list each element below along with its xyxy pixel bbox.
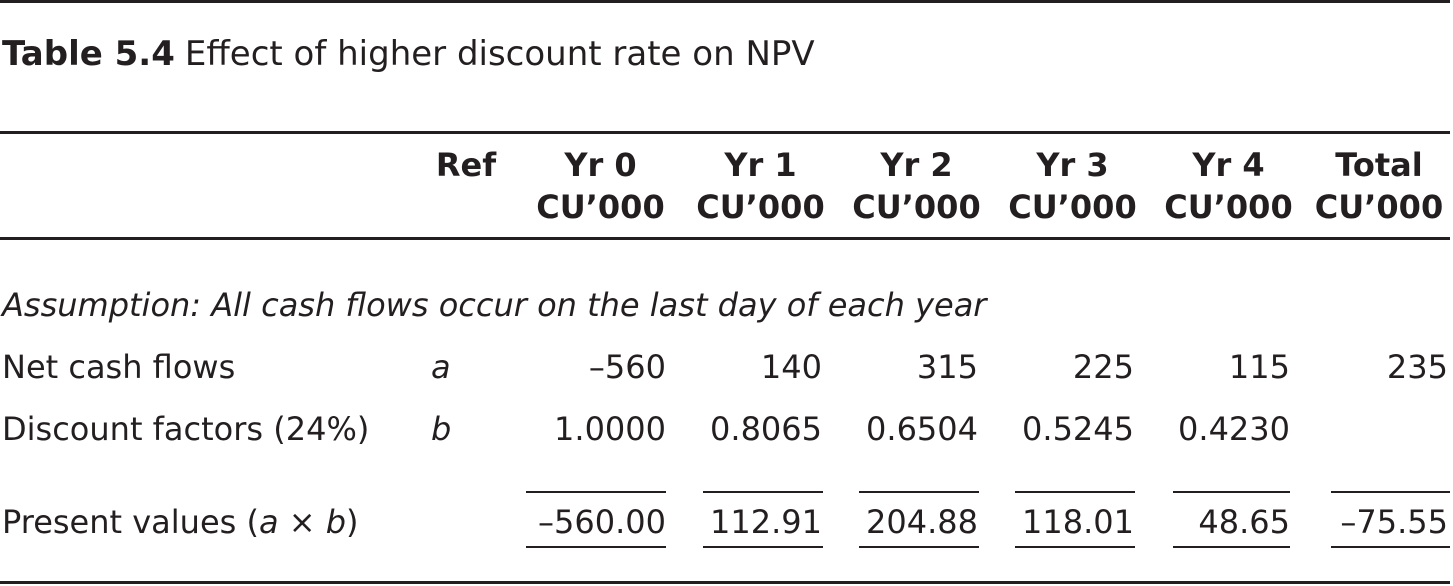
header-top-rule	[0, 131, 1450, 134]
header-yr4-label: Yr 4	[1192, 146, 1265, 184]
row-label-close: )	[346, 503, 359, 541]
table-title: Effect of higher discount rate on NPV	[184, 34, 815, 74]
pv-rule-top	[703, 491, 823, 493]
header-yr4: Yr 4 CU’000	[1151, 144, 1306, 228]
cell-total: –75.55	[1340, 503, 1448, 541]
header-ref-label: Ref	[435, 146, 497, 184]
header-yr0: Yr 0 CU’000	[523, 144, 678, 228]
cell-yr3: 118.01	[1022, 503, 1134, 541]
cell-yr0: 1.0000	[554, 410, 666, 448]
cell-yr4: 0.4230	[1178, 410, 1290, 448]
cell-yr2: 0.6504	[866, 410, 978, 448]
table-caption: Table 5.4 Effect of higher discount rate …	[2, 34, 815, 74]
header-yr3: Yr 3 CU’000	[995, 144, 1150, 228]
cell-yr4: 48.65	[1198, 503, 1290, 541]
table-top-rule	[0, 0, 1450, 3]
pv-rule-top	[1331, 491, 1450, 493]
header-yr3-unit: CU’000	[1008, 188, 1137, 226]
header-total-unit: CU’000	[1314, 188, 1444, 226]
pv-rule-bottom	[703, 546, 823, 548]
header-bottom-rule	[0, 237, 1450, 240]
cell-yr1: 0.8065	[710, 410, 822, 448]
header-total-label: Total	[1335, 146, 1423, 184]
header-yr2-unit: CU’000	[852, 188, 981, 226]
cell-yr0: –560.00	[538, 503, 666, 541]
cell-yr3: 0.5245	[1022, 410, 1134, 448]
header-yr4-unit: CU’000	[1164, 188, 1293, 226]
cell-yr2: 204.88	[866, 503, 978, 541]
header-total: Total CU’000	[1305, 144, 1453, 228]
header-yr1-label: Yr 1	[724, 146, 797, 184]
row-ref: a	[431, 348, 451, 386]
pv-rule-bottom	[1173, 546, 1290, 548]
header-yr3-label: Yr 3	[1036, 146, 1109, 184]
header-yr1: Yr 1 CU’000	[683, 144, 838, 228]
table-number: Table 5.4	[2, 34, 175, 74]
header-yr2-label: Yr 2	[880, 146, 953, 184]
pv-rule-bottom	[859, 546, 979, 548]
cell-yr1: 112.91	[710, 503, 822, 541]
pv-rule-top	[1015, 491, 1135, 493]
header-yr2: Yr 2 CU’000	[839, 144, 994, 228]
header-yr1-unit: CU’000	[696, 188, 825, 226]
pv-rule-bottom	[526, 546, 666, 548]
row-label-times: ×	[278, 503, 326, 541]
header-yr0-unit: CU’000	[536, 188, 665, 226]
header-ref: Ref	[425, 144, 507, 186]
pv-rule-top	[859, 491, 979, 493]
row-label-ref-b: b	[325, 503, 347, 541]
row-label-ref-a: a	[258, 503, 279, 541]
assumption-note: Assumption: All cash flows occur on the …	[2, 286, 987, 324]
cell-yr3: 225	[1072, 348, 1134, 386]
pv-rule-bottom	[1331, 546, 1450, 548]
cell-yr1: 140	[760, 348, 822, 386]
row-ref: b	[431, 410, 452, 448]
row-label: Net cash flows	[2, 348, 236, 386]
row-label: Discount factors (24%)	[2, 410, 370, 448]
pv-rule-top	[1173, 491, 1290, 493]
pv-rule-top	[526, 491, 666, 493]
pv-rule-bottom	[1015, 546, 1135, 548]
row-label-text: Present values (	[2, 503, 259, 541]
table-bottom-rule	[0, 581, 1450, 584]
cell-yr4: 115	[1228, 348, 1290, 386]
cell-yr2: 315	[916, 348, 978, 386]
cell-total: 235	[1386, 348, 1448, 386]
row-label: Present values (a × b)	[2, 502, 359, 542]
cell-yr0: –560	[588, 348, 666, 386]
header-yr0-label: Yr 0	[564, 146, 637, 184]
